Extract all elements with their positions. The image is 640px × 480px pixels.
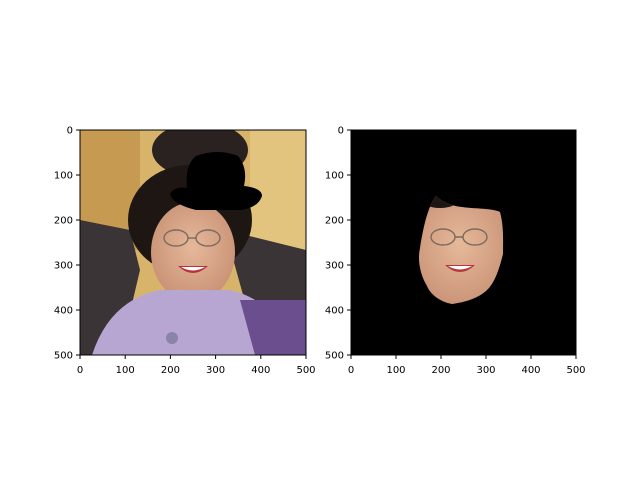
right-xtick-label: 300 <box>476 365 495 376</box>
left-ytick-label: 200 <box>54 216 73 227</box>
right-ytick-label: 300 <box>325 261 344 272</box>
right-ytick-label: 200 <box>325 216 344 227</box>
right-ytick-label: 100 <box>325 171 344 182</box>
right-ytick-label: 0 <box>338 126 344 137</box>
right-xtick-label: 500 <box>566 365 585 376</box>
left-image-panel: 0 100 200 300 400 500 0 100 200 300 400 500 <box>54 126 316 377</box>
left-xtick-label: 500 <box>296 365 315 376</box>
right-xtick-label: 0 <box>348 365 354 376</box>
left-xtick-label: 0 <box>77 365 83 376</box>
hat-overlay <box>170 152 262 210</box>
left-ytick-label: 100 <box>54 171 73 182</box>
left-photo <box>80 130 306 355</box>
left-xtick-label: 400 <box>251 365 270 376</box>
left-xtick-label: 100 <box>116 365 135 376</box>
left-xtick-label: 300 <box>206 365 225 376</box>
right-image-panel: 0 100 200 300 400 500 0 100 200 300 400 500 <box>325 126 586 377</box>
left-axes-frame <box>79 129 307 356</box>
right-xtick-label: 100 <box>386 365 405 376</box>
right-ytick-label: 500 <box>325 351 344 362</box>
left-xtick-label: 200 <box>161 365 180 376</box>
left-ytick-label: 0 <box>67 126 73 137</box>
right-xtick-label: 400 <box>521 365 540 376</box>
left-ytick-label: 400 <box>54 306 73 317</box>
right-xtick-label: 200 <box>431 365 450 376</box>
right-ytick-label: 400 <box>325 306 344 317</box>
left-ytick-label: 300 <box>54 261 73 272</box>
right-axes-frame <box>350 129 577 356</box>
left-ytick-label: 500 <box>54 351 73 362</box>
